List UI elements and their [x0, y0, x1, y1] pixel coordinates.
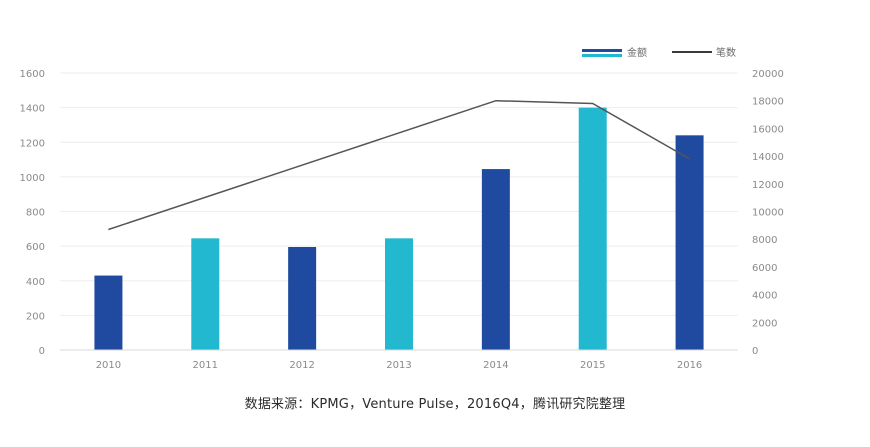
x-tick-label: 2013	[386, 360, 411, 371]
y-left-tick-label: 1600	[20, 69, 45, 80]
y-left-tick-label: 1400	[20, 104, 45, 115]
y-right-tick-label: 0	[752, 346, 758, 357]
x-tick-label: 2015	[580, 360, 605, 371]
legend-label-amount: 金额	[627, 46, 647, 59]
y-right-tick-label: 4000	[752, 291, 777, 302]
y-right-tick-label: 2000	[752, 318, 777, 329]
x-tick-label: 2012	[289, 360, 314, 371]
y-left-tick-label: 200	[26, 311, 45, 322]
bar	[579, 108, 607, 350]
y-right-tick-label: 8000	[752, 235, 777, 246]
y-left-tick-label: 600	[26, 242, 45, 253]
bar	[94, 276, 122, 350]
legend-swatch-amount-light	[582, 54, 622, 57]
y-left-tick-label: 1000	[20, 173, 45, 184]
x-tick-label: 2011	[193, 360, 218, 371]
y-right-tick-label: 18000	[752, 97, 784, 108]
legend-label-count: 笔数	[716, 46, 736, 59]
bars	[94, 108, 703, 350]
y-right-tick-label: 16000	[752, 124, 784, 135]
legend-swatch-amount	[582, 49, 622, 52]
x-tick-label: 2016	[677, 360, 702, 371]
y-right-tick-label: 20000	[752, 69, 784, 80]
y-right-tick-label: 12000	[752, 180, 784, 191]
y-right-tick-label: 6000	[752, 263, 777, 274]
x-tick-label: 2014	[483, 360, 508, 371]
y-right-tick-label: 10000	[752, 208, 784, 219]
bar	[676, 135, 704, 350]
y-left-tick-label: 800	[26, 208, 45, 219]
bar	[482, 169, 510, 350]
bar	[385, 238, 413, 350]
source-note: 数据来源：KPMG，Venture Pulse，2016Q4，腾讯研究院整理	[0, 393, 870, 412]
y-axis-left: 0 200 400 600 800 1000 1200 1400 1600	[20, 69, 45, 357]
bar	[191, 238, 219, 350]
x-tick-label: 2010	[96, 360, 121, 371]
y-axis-right: 0 2000 4000 6000 8000 10000 12000 14000 16000 180…	[752, 69, 784, 357]
y-left-tick-label: 0	[39, 346, 45, 357]
bar	[288, 247, 316, 350]
y-left-tick-label: 400	[26, 277, 45, 288]
y-right-tick-label: 14000	[752, 152, 784, 163]
y-left-tick-label: 1200	[20, 138, 45, 149]
legend: 金额 笔数	[582, 46, 736, 59]
x-axis: 2010 2011 2012 2013 2014 2015 2016	[60, 350, 738, 371]
